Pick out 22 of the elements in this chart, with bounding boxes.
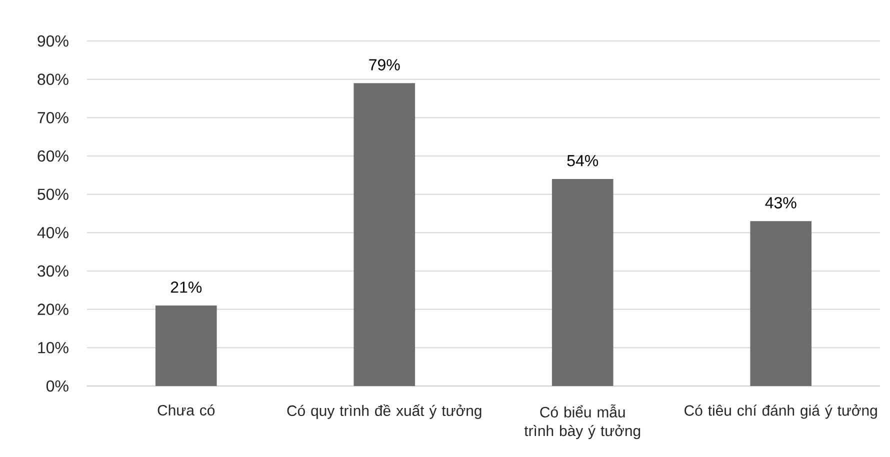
y-tick-label: 70% [38, 112, 68, 124]
y-tick-label: 80% [38, 74, 68, 85]
y-tick-label: 40% [37, 227, 68, 238]
y-tick-label: 10% [38, 342, 68, 354]
x-tick-label: Có biểu mẫu trình bày ý tưởng [524, 404, 640, 440]
y-tick-label: 0% [46, 380, 68, 392]
data-label: 79% [369, 59, 400, 70]
x-tick-label: Có tiêu chí đánh giá ý tưởng [684, 404, 877, 419]
bar [552, 178, 614, 386]
bar [354, 83, 416, 386]
data-label: 43% [765, 197, 796, 208]
y-tick-label: 60% [38, 150, 68, 162]
x-tick-label: Có quy trình đề xuất ý tưởng [287, 404, 482, 419]
data-label: 54% [567, 155, 598, 166]
y-tick-label: 20% [38, 304, 68, 315]
y-tick-label: 30% [38, 265, 68, 277]
data-label: 21% [170, 282, 202, 293]
bar [750, 221, 812, 386]
y-tick-label: 90% [38, 35, 68, 47]
x-tick-label: Chưa có [158, 404, 215, 416]
y-tick-label: 50% [38, 188, 68, 200]
bar [155, 305, 217, 386]
